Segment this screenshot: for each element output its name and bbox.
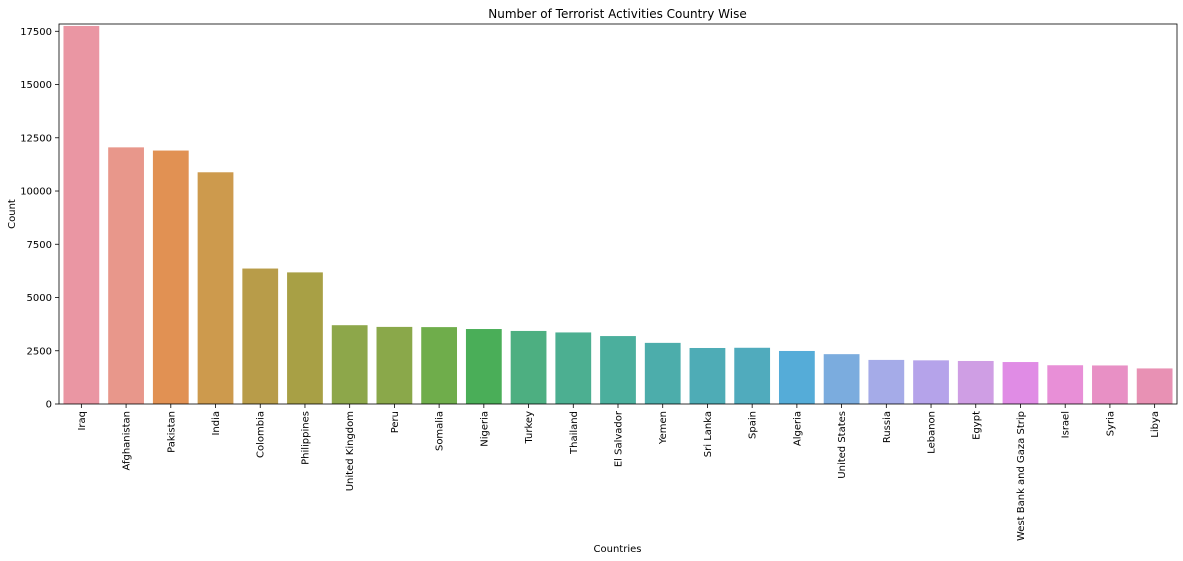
- bar-lebanon: [913, 360, 949, 404]
- x-tick-label: Israel: [1061, 411, 1072, 438]
- bar-sri-lanka: [689, 347, 726, 404]
- x-tick-label: United Kingdom: [345, 411, 356, 491]
- x-tick-label: Lebanon: [927, 411, 938, 454]
- bar-russia: [868, 359, 905, 404]
- x-tick-label: Afghanistan: [122, 411, 133, 471]
- x-tick-label: Pakistan: [166, 411, 177, 453]
- x-tick-label: West Bank and Gaza Strip: [1016, 411, 1027, 541]
- y-axis: 0 2500 5000 7500 10000 12500 15000 17500: [20, 27, 59, 411]
- bar-afghanistan: [108, 147, 144, 405]
- bar-turkey: [510, 330, 547, 404]
- x-tick-label: Russia: [882, 411, 893, 443]
- chart-title: Number of Terrorist Activities Country W…: [488, 7, 746, 21]
- x-tick-label: Sri Lanka: [703, 411, 714, 457]
- y-tick-label: 17500: [20, 27, 52, 38]
- bar-india: [197, 172, 234, 404]
- bar-egypt: [957, 360, 994, 404]
- bar-somalia: [421, 327, 458, 404]
- x-tick-label: Algeria: [792, 411, 803, 446]
- x-tick-label: Syria: [1105, 411, 1116, 436]
- bar-peru: [376, 326, 413, 404]
- x-tick-label: India: [211, 411, 222, 436]
- bar-libya: [1136, 368, 1173, 404]
- bar-algeria: [778, 350, 815, 404]
- y-tick-label: 7500: [27, 240, 52, 251]
- x-tick-label: Nigeria: [479, 411, 490, 447]
- x-tick-label: United States: [837, 411, 848, 479]
- x-tick-label: Egypt: [971, 411, 982, 440]
- y-axis-label: Count: [7, 199, 18, 229]
- bar-pakistan: [152, 150, 189, 404]
- x-axis: Iraq Afghanistan Pakistan India Colombia Phil…: [77, 404, 1161, 541]
- x-tick-label: Spain: [748, 411, 759, 439]
- bar-philippines: [287, 272, 323, 404]
- bars-group: [63, 25, 1173, 405]
- bar-united-kingdom: [331, 325, 368, 404]
- bar-united-states: [823, 354, 860, 404]
- x-tick-label: Thailand: [569, 411, 580, 455]
- x-tick-label: Philippines: [300, 411, 311, 465]
- x-tick-label: Libya: [1150, 411, 1161, 438]
- bar-thailand: [555, 332, 592, 404]
- bar-colombia: [242, 268, 279, 404]
- x-tick-label: Iraq: [77, 411, 88, 431]
- x-tick-label: El Salvador: [614, 410, 625, 467]
- bar-spain: [734, 347, 771, 404]
- bar-west-bank-and-gaza-strip: [1002, 362, 1039, 404]
- bar-el-salvador: [600, 336, 636, 404]
- bar-nigeria: [465, 329, 502, 404]
- y-tick-label: 2500: [27, 346, 52, 357]
- y-tick-label: 5000: [27, 293, 52, 304]
- x-axis-label: Countries: [594, 544, 642, 555]
- y-tick-label: 10000: [20, 187, 52, 198]
- x-tick-label: Turkey: [524, 411, 535, 445]
- bar-syria: [1092, 365, 1128, 404]
- plot-frame: [58, 23, 1178, 405]
- x-tick-label: Yemen: [658, 411, 669, 445]
- bar-iraq: [63, 25, 100, 405]
- y-tick-label: 15000: [20, 80, 52, 91]
- x-tick-label: Somalia: [435, 411, 446, 451]
- x-tick-label: Colombia: [256, 411, 267, 458]
- y-tick-label: 12500: [20, 133, 52, 144]
- x-tick-label: Peru: [390, 411, 401, 433]
- y-tick-label: 0: [46, 400, 52, 411]
- bar-israel: [1047, 365, 1084, 404]
- bar-yemen: [644, 342, 681, 404]
